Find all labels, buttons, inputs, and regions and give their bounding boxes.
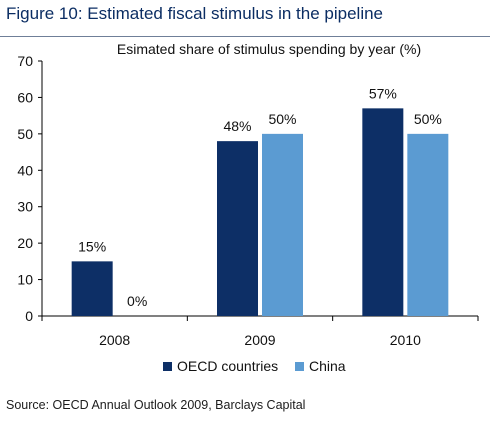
data-label: 57%	[369, 85, 397, 101]
y-tick-label: 10	[17, 272, 33, 288]
data-label: 48%	[223, 118, 251, 134]
bar-china	[407, 133, 449, 316]
x-tick-label: 2009	[244, 332, 275, 348]
y-tick-label: 0	[25, 308, 33, 324]
y-tick-label: 50	[17, 126, 33, 142]
x-tick-label: 2010	[390, 332, 421, 348]
bar-oecd	[362, 108, 404, 316]
figure-title: Figure 10: Estimated fiscal stimulus in …	[6, 4, 384, 23]
bar-china	[262, 133, 303, 316]
bars-group	[71, 108, 449, 316]
y-tick-label: 20	[17, 235, 33, 251]
data-label: 0%	[127, 293, 147, 309]
legend: OECD countries China	[163, 358, 346, 374]
labels-group: 15% 0% 48% 50% 57% 50%	[78, 85, 442, 309]
title-divider	[0, 36, 490, 37]
legend-swatch-china	[295, 362, 304, 371]
legend-label: OECD countries	[177, 358, 278, 374]
source-note: Source: OECD Annual Outlook 2009, Barcla…	[6, 398, 306, 412]
axes-group: Esimated share of stimulus spending by y…	[17, 41, 479, 348]
data-label: 50%	[268, 111, 296, 127]
y-tick-label: 60	[17, 89, 33, 105]
y-tick-label: 70	[17, 53, 33, 69]
legend-swatch-oecd	[163, 362, 172, 371]
y-tick-label: 40	[17, 162, 33, 178]
data-label: 15%	[78, 238, 106, 254]
x-tick-label: 2008	[99, 332, 130, 348]
chart-title: Esimated share of stimulus spending by y…	[117, 41, 421, 57]
data-label: 50%	[414, 111, 442, 127]
bar-oecd	[217, 141, 258, 316]
legend-label: China	[309, 358, 346, 374]
bar-oecd	[71, 261, 113, 316]
y-tick-label: 30	[17, 199, 33, 215]
bar-chart: Esimated share of stimulus spending by y…	[17, 41, 479, 374]
